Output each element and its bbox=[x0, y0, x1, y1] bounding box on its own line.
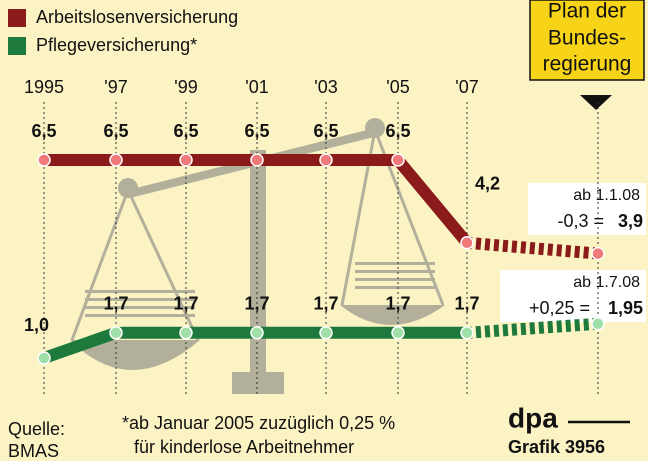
value-label: 1,0 bbox=[24, 315, 49, 335]
value-label: 6,5 bbox=[385, 121, 410, 141]
footnote: für kinderlose Arbeitnehmer bbox=[134, 437, 354, 457]
point bbox=[320, 327, 332, 339]
point bbox=[392, 327, 404, 339]
point bbox=[38, 154, 50, 166]
value-label: 1,7 bbox=[103, 294, 128, 314]
change-text: +0,25 = bbox=[529, 298, 590, 318]
credit: Grafik 3956 bbox=[508, 437, 605, 457]
footnote: *ab Januar 2005 zuzüglich 0,25 % bbox=[122, 413, 395, 433]
value-label: 6,5 bbox=[31, 121, 56, 141]
value-label: 1,7 bbox=[454, 294, 479, 314]
plan-text: Bundes- bbox=[548, 27, 626, 50]
plan-text: Plan der bbox=[548, 0, 626, 23]
x-tick-label: '99 bbox=[174, 77, 197, 97]
point bbox=[592, 318, 604, 330]
value-label: 1,7 bbox=[385, 294, 410, 314]
point bbox=[461, 237, 473, 249]
point bbox=[251, 154, 263, 166]
value-label: 1,7 bbox=[313, 294, 338, 314]
value-label: 3,9 bbox=[618, 211, 643, 231]
value-label: 4,2 bbox=[475, 174, 500, 194]
point bbox=[392, 154, 404, 166]
change-text: -0,3 = bbox=[557, 211, 604, 231]
point bbox=[320, 154, 332, 166]
credit-logo: dpa bbox=[508, 402, 558, 433]
chart: Plan der Bundes- regierung ab 1.1.08 -0,… bbox=[0, 0, 648, 461]
x-tick-label: '97 bbox=[104, 77, 127, 97]
point bbox=[110, 327, 122, 339]
legend-swatch bbox=[8, 9, 26, 27]
plan-text: regierung bbox=[543, 53, 632, 76]
value-label: 6,5 bbox=[173, 121, 198, 141]
source: BMAS bbox=[8, 441, 59, 461]
source: Quelle: bbox=[8, 419, 65, 439]
value-label: 6,5 bbox=[313, 121, 338, 141]
legend-label: Pflegeversicherung* bbox=[36, 35, 197, 55]
point bbox=[110, 154, 122, 166]
x-tick-label: '07 bbox=[455, 77, 478, 97]
x-tick-label: '03 bbox=[314, 77, 337, 97]
x-tick-label: 1995 bbox=[24, 77, 64, 97]
legend-swatch bbox=[8, 37, 26, 55]
change-date: ab 1.1.08 bbox=[573, 187, 640, 204]
point bbox=[38, 352, 50, 364]
x-tick-label: '01 bbox=[245, 77, 268, 97]
x-tick-label: '05 bbox=[386, 77, 409, 97]
value-label: 1,95 bbox=[608, 298, 643, 318]
point bbox=[461, 327, 473, 339]
point bbox=[592, 248, 604, 260]
value-label: 6,5 bbox=[244, 121, 269, 141]
point bbox=[180, 327, 192, 339]
legend-label: Arbeitslosenversicherung bbox=[36, 7, 238, 27]
point bbox=[180, 154, 192, 166]
point bbox=[251, 327, 263, 339]
value-label: 6,5 bbox=[103, 121, 128, 141]
value-label: 1,7 bbox=[173, 294, 198, 314]
change-date: ab 1.7.08 bbox=[573, 274, 640, 291]
value-label: 1,7 bbox=[244, 294, 269, 314]
